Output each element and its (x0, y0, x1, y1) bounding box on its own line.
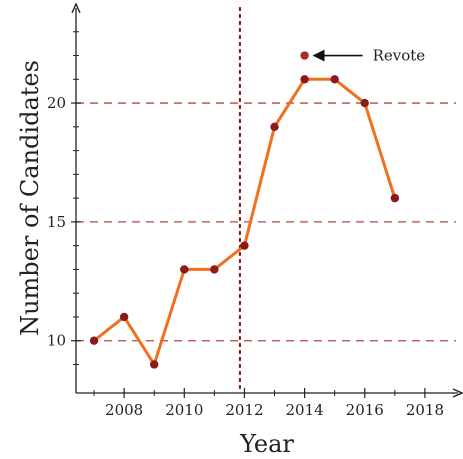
data-point (180, 265, 189, 274)
series (89, 51, 400, 369)
data-point (270, 122, 279, 132)
data-point (360, 98, 369, 108)
data-point (390, 193, 400, 203)
x-tick-label: 2008 (105, 401, 143, 419)
data-point (210, 265, 219, 274)
annotation-label: Revote (373, 47, 426, 65)
x-tick-label: 2018 (406, 401, 444, 419)
data-point (150, 360, 159, 369)
data-point (119, 312, 129, 322)
gridlines (76, 6, 456, 395)
annotations: Revote (312, 47, 426, 65)
revote-point (300, 51, 309, 60)
tick-labels: 2008 2010 2012 2014 2016 2018 10 15 20 (47, 94, 444, 419)
x-tick-label: 2012 (225, 401, 263, 419)
axes (71, 8, 458, 398)
x-axis-title: Year (239, 430, 294, 458)
x-tick-label: 2014 (286, 401, 324, 419)
data-point (89, 336, 99, 345)
data-point (330, 75, 339, 84)
y-tick-label: 15 (47, 213, 66, 231)
x-tick-label: 2010 (165, 401, 203, 419)
data-point (300, 75, 309, 84)
y-tick-label: 10 (47, 332, 66, 350)
data-point (240, 241, 249, 250)
y-axis-title: Number of Candidates (16, 60, 44, 336)
x-tick-label: 2016 (346, 401, 384, 419)
y-tick-label: 20 (47, 94, 66, 112)
